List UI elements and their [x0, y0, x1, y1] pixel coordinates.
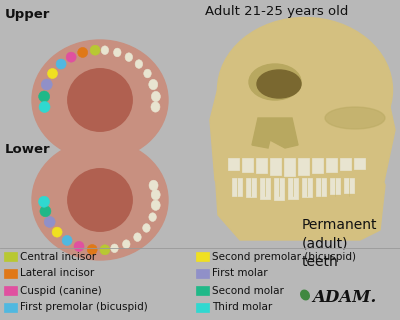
Ellipse shape [74, 241, 84, 251]
Ellipse shape [218, 18, 392, 163]
Text: Adult 21-25 years old: Adult 21-25 years old [205, 5, 348, 18]
Ellipse shape [101, 46, 109, 54]
Bar [4, 286, 17, 295]
Bar [4, 303, 17, 312]
Ellipse shape [32, 40, 168, 160]
Text: Second premolar (bicuspid): Second premolar (bicuspid) [212, 252, 356, 261]
Ellipse shape [151, 102, 160, 112]
Ellipse shape [135, 60, 143, 68]
Bar [4, 269, 17, 278]
Polygon shape [252, 118, 298, 148]
Ellipse shape [144, 69, 151, 78]
Bar [354, 158, 365, 169]
Bar [256, 158, 267, 173]
Ellipse shape [151, 189, 160, 200]
Ellipse shape [149, 213, 156, 221]
Bar [196, 269, 209, 278]
Ellipse shape [122, 240, 130, 248]
Polygon shape [215, 155, 385, 240]
Bar [232, 178, 242, 196]
Bar [274, 178, 284, 200]
Ellipse shape [68, 169, 132, 231]
Bar [196, 286, 209, 295]
Ellipse shape [39, 91, 50, 102]
Ellipse shape [257, 70, 301, 98]
Ellipse shape [68, 69, 132, 131]
Ellipse shape [151, 91, 160, 102]
Ellipse shape [66, 52, 76, 62]
Ellipse shape [32, 140, 168, 260]
Ellipse shape [90, 45, 100, 55]
Ellipse shape [41, 79, 52, 90]
Ellipse shape [40, 206, 51, 217]
Ellipse shape [114, 48, 121, 57]
Ellipse shape [149, 180, 158, 190]
Bar [196, 252, 209, 261]
Bar [288, 178, 298, 198]
Bar [298, 158, 309, 174]
Ellipse shape [48, 68, 58, 78]
Bar [302, 178, 312, 197]
Ellipse shape [125, 53, 132, 61]
Text: First molar: First molar [212, 268, 268, 278]
Text: ADAM.: ADAM. [312, 289, 376, 306]
Ellipse shape [62, 236, 72, 245]
Text: Third molar: Third molar [212, 302, 272, 313]
Ellipse shape [87, 244, 97, 254]
Text: Lower: Lower [5, 143, 51, 156]
Text: Central incisor: Central incisor [20, 252, 96, 261]
Bar [270, 158, 281, 174]
Ellipse shape [44, 216, 55, 228]
Bar [284, 158, 295, 176]
Ellipse shape [134, 233, 141, 242]
Text: Cuspid (canine): Cuspid (canine) [20, 285, 102, 295]
Ellipse shape [38, 196, 50, 207]
Bar [316, 178, 326, 196]
Bar [330, 178, 340, 194]
Bar [196, 303, 209, 312]
Ellipse shape [52, 227, 62, 237]
Bar [340, 158, 351, 170]
Bar [246, 178, 256, 197]
Text: Second molar: Second molar [212, 285, 284, 295]
Bar [228, 158, 239, 170]
Bar [260, 178, 270, 198]
Ellipse shape [143, 224, 150, 232]
Bar [344, 178, 354, 193]
Ellipse shape [151, 200, 160, 211]
Ellipse shape [100, 245, 110, 255]
Text: Permanent
(adult)
teeth: Permanent (adult) teeth [302, 218, 378, 269]
Bar [242, 158, 253, 172]
Ellipse shape [249, 64, 301, 100]
Ellipse shape [78, 47, 88, 58]
Ellipse shape [111, 244, 118, 252]
Ellipse shape [301, 290, 309, 300]
Ellipse shape [56, 59, 66, 69]
Text: First premolar (bicuspid): First premolar (bicuspid) [20, 302, 148, 313]
Polygon shape [210, 60, 395, 230]
Text: Lateral incisor: Lateral incisor [20, 268, 94, 278]
Bar [4, 252, 17, 261]
Bar [326, 158, 337, 172]
Bar [312, 158, 323, 173]
Text: Upper: Upper [5, 8, 50, 21]
Ellipse shape [39, 101, 50, 112]
Ellipse shape [149, 79, 158, 90]
Ellipse shape [325, 107, 385, 129]
